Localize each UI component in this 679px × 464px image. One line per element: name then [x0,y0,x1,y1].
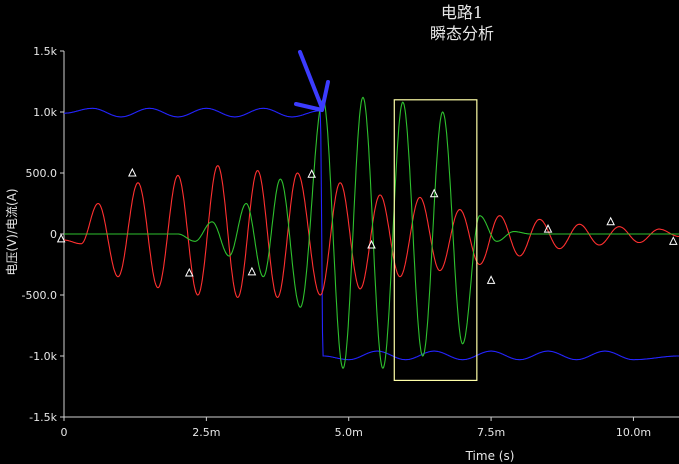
y-tick-label: 1.0k [33,106,57,119]
marker-triangle [429,188,439,198]
annotation-overlay [294,50,478,382]
secondary-voltage-line [64,96,679,369]
y-axis-label: 电压(V)/电流(A) [5,188,19,275]
chart-subtitle: 瞬态分析 [430,24,494,43]
marker-triangle [367,239,376,249]
x-tick-label: 5.0m [335,426,363,439]
annotation-secondary-discharge: 次级线圈放电 [492,140,582,158]
y-tick-label: 0 [50,228,57,241]
marker-triangle [307,169,317,178]
y-tick-label: -1.0k [29,350,57,363]
annotation-drive-stop: 驱动电路停止工作 [222,30,342,48]
annotation-secondary-voltage: 次级电压波形 [374,68,464,86]
series-markers [56,167,678,284]
series-lines [64,96,679,369]
marker-triangle [486,275,496,284]
y-tick-label: -500.0 [22,289,57,302]
chart-title: 电路1 [441,3,483,22]
discharge-highlight-box [393,99,478,382]
marker-triangle [668,236,678,245]
drive-voltage-line [64,107,679,361]
annotation-arrow-head [294,80,330,112]
marker-triangle [247,266,257,276]
marker-triangle [543,224,553,233]
x-tick-label: 0 [61,426,68,439]
annotation-arrow-shaft [298,50,324,110]
primary-current-line [64,165,679,298]
marker-triangle [184,267,194,277]
x-tick-label: 2.5m [192,426,220,439]
y-tick-label: -1.5k [29,411,57,424]
y-tick-label: 500.0 [26,167,58,180]
x-tick-label: 10.0m [616,426,651,439]
x-axis-label: Time (s) [465,449,515,463]
annotation-primary-current: 初级电流波形 [114,338,204,356]
marker-triangle [128,167,137,177]
y-tick-label: 1.5k [33,45,57,58]
x-ticks: 0 2.5m 5.0m 7.5m 10.0m [61,417,651,439]
marker-triangle [606,216,615,226]
y-ticks: 1.5k 1.0k 500.0 0 -500.0 -1.0k -1.5k [22,45,64,424]
marker-triangle [56,233,66,243]
x-tick-label: 7.5m [477,426,505,439]
